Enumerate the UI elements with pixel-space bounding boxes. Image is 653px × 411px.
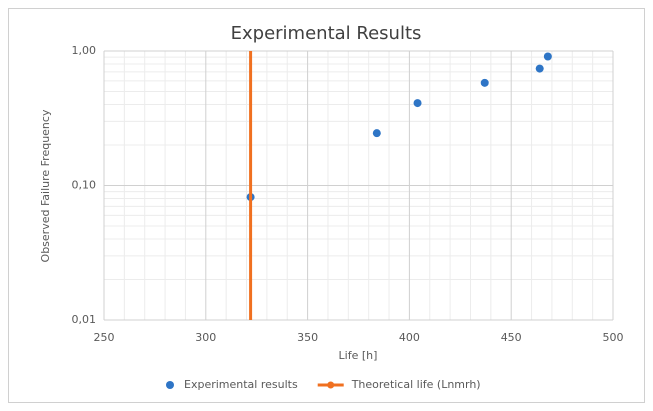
data-point (480, 78, 489, 87)
y-tick-label: 0,10 (72, 179, 97, 192)
x-axis-label: Life [h] (339, 349, 378, 362)
y-axis-label: Observed Failure Frequency (39, 109, 52, 262)
legend-marker (327, 381, 335, 389)
data-point (413, 99, 422, 108)
legend-label: Theoretical life (Lnmrh) (351, 378, 481, 391)
legend-label: Experimental results (184, 378, 298, 391)
y-tick-label: 0,01 (72, 313, 97, 326)
legend-marker (166, 381, 174, 389)
x-tick-label: 450 (501, 331, 522, 344)
data-point (543, 52, 552, 61)
x-tick-label: 300 (195, 331, 216, 344)
data-point (372, 129, 381, 138)
chart-title: Experimental Results (231, 23, 422, 44)
chart-border (8, 8, 645, 403)
data-point (535, 64, 544, 73)
x-tick-label: 400 (399, 331, 420, 344)
x-tick-label: 250 (94, 331, 115, 344)
y-tick-label: 1,00 (72, 44, 97, 57)
x-tick-label: 350 (297, 331, 318, 344)
x-tick-label: 500 (603, 331, 624, 344)
